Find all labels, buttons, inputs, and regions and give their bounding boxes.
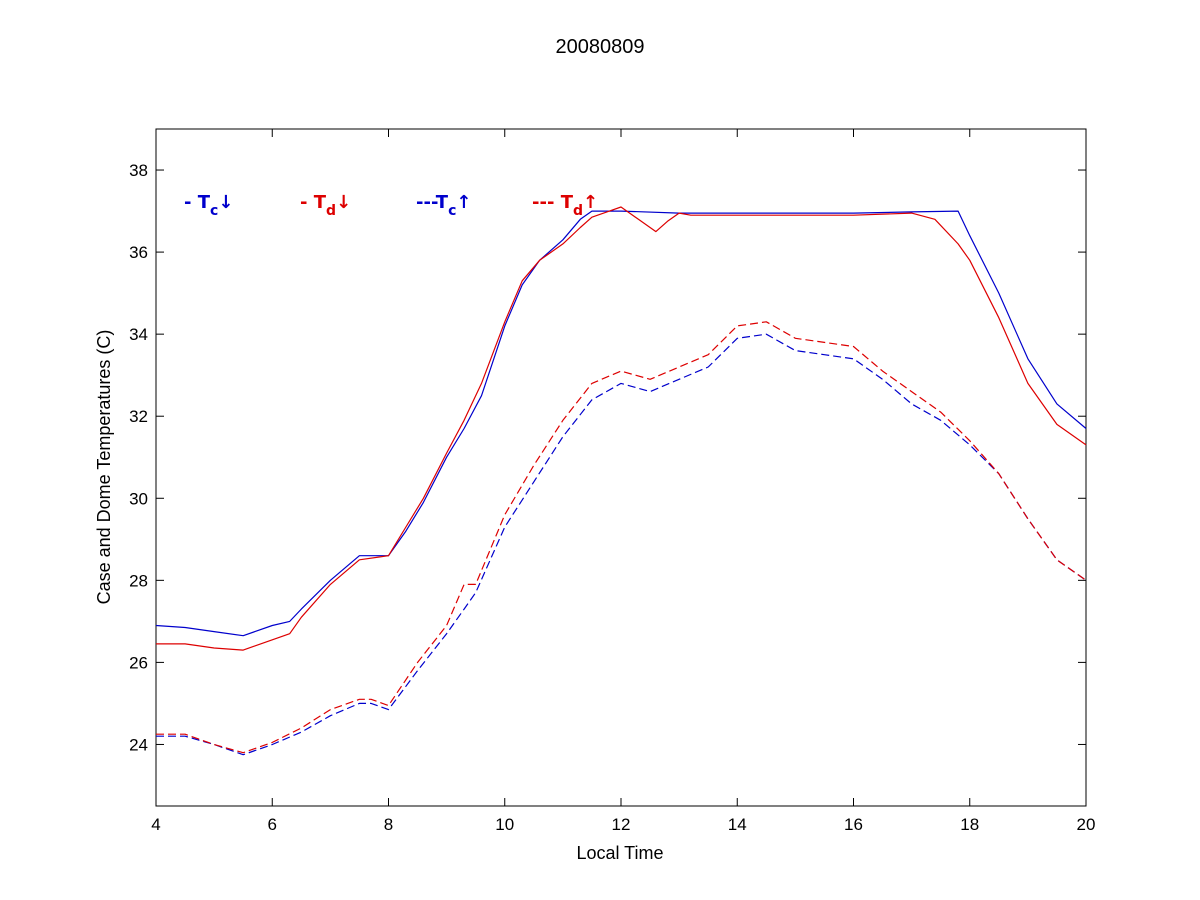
y-tick-label: 28: [129, 571, 148, 590]
legend-subscript: c: [448, 203, 456, 219]
legend-prefix: ---: [416, 192, 438, 213]
y-tick-label: 38: [129, 161, 148, 180]
legend-prefix: -: [300, 192, 314, 213]
legend-symbol: T: [436, 192, 449, 213]
x-tick-label: 18: [960, 815, 979, 834]
series-layer: [155, 206, 1087, 756]
y-tick-label: 32: [129, 407, 148, 426]
legend-symbol: T: [198, 192, 211, 213]
legend-prefix: ---: [532, 192, 561, 213]
legend-arrow: ↑: [583, 192, 598, 213]
legend-entry-4: --- Td↑: [532, 192, 598, 219]
x-tick-label: 20: [1077, 815, 1096, 834]
y-axis-title: Case and Dome Temperatures (C): [94, 330, 114, 605]
legend: - Tc↓ - Td↓ ---Tc↑ --- Td↑: [184, 192, 598, 219]
tick-layer: 4 6 8 10 12 14 16 18 20 24 26 28 30 32 34 36 38: [129, 129, 1095, 834]
legend-symbol: T: [314, 192, 327, 213]
y-tick-label: 34: [129, 325, 148, 344]
y-tick-label: 26: [129, 653, 148, 672]
x-axis-title: Local Time: [576, 843, 663, 863]
chart-title: 20080809: [556, 36, 645, 58]
legend-subscript: d: [573, 203, 583, 219]
legend-entry-2: - Td↓: [300, 192, 351, 219]
legend-entry-1: - Tc↓: [184, 192, 233, 219]
y-tick-label: 36: [129, 243, 148, 262]
x-tick-label: 4: [151, 815, 160, 834]
y-tick-label: 24: [129, 735, 148, 754]
legend-symbol: T: [561, 192, 574, 213]
legend-arrow: ↓: [218, 192, 233, 213]
x-tick-label: 6: [268, 815, 277, 834]
legend-prefix: -: [184, 192, 198, 213]
x-tick-label: 14: [728, 815, 747, 834]
legend-subscript: d: [326, 203, 336, 219]
series-line-1: [155, 210, 1087, 637]
x-tick-label: 12: [612, 815, 631, 834]
y-tick-label: 30: [129, 489, 148, 508]
legend-arrow: ↓: [336, 192, 351, 213]
legend-arrow: ↑: [456, 192, 471, 213]
plot-frame: [155, 128, 1087, 807]
x-tick-label: 10: [495, 815, 514, 834]
x-tick-label: 16: [844, 815, 863, 834]
legend-entry-3: ---Tc↑: [416, 192, 471, 219]
series-line-2: [156, 206, 1087, 651]
legend-subscript: c: [210, 203, 218, 219]
series-line-4: [156, 321, 1087, 754]
x-tick-label: 8: [384, 815, 393, 834]
series-line-3: [156, 333, 1087, 756]
